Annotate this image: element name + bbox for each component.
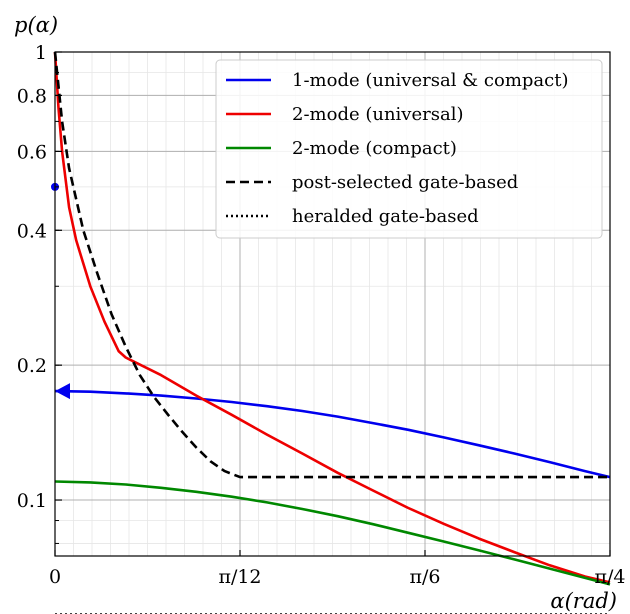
y-tick-label: 0.2: [17, 355, 47, 377]
y-tick-label: 0.1: [17, 490, 47, 512]
x-axis-label: α(rad): [550, 589, 617, 613]
y-axis-label: p(α): [14, 13, 58, 37]
series-line-3: [53, 51, 610, 479]
x-tick-label: π/12: [218, 566, 261, 588]
legend-box: [215, 59, 603, 239]
ticks-layer: 0 π/12 π/6 π/4 1 0.8 0.6 0.4 0.2 0.1: [17, 42, 626, 588]
legend-label: 1-mode (universal & compact): [292, 70, 569, 91]
y-tick-label: 1: [35, 42, 47, 64]
series-line-1: [53, 51, 611, 584]
legend: 1-mode (universal & compact) 2-mode (univ…: [215, 59, 603, 239]
y-tick-label: 0.8: [17, 85, 47, 107]
legend-label: 2-mode (universal): [292, 104, 463, 125]
series-line-2: [54, 480, 611, 586]
series-layer: [53, 51, 611, 614]
y-tick-label: 0.4: [17, 220, 47, 242]
x-tick-label: 0: [49, 566, 61, 588]
arrow-marker: [55, 383, 70, 400]
x-tick-label: π/4: [595, 566, 626, 588]
y-tick-label: 0.6: [17, 141, 47, 163]
legend-label: post-selected gate-based: [292, 172, 518, 193]
series-line-0: [54, 389, 611, 479]
plot-frame: [54, 51, 611, 557]
legend-label: 2-mode (compact): [292, 138, 457, 159]
legend-label: heralded gate-based: [292, 206, 479, 227]
x-tick-label: π/6: [410, 566, 441, 588]
